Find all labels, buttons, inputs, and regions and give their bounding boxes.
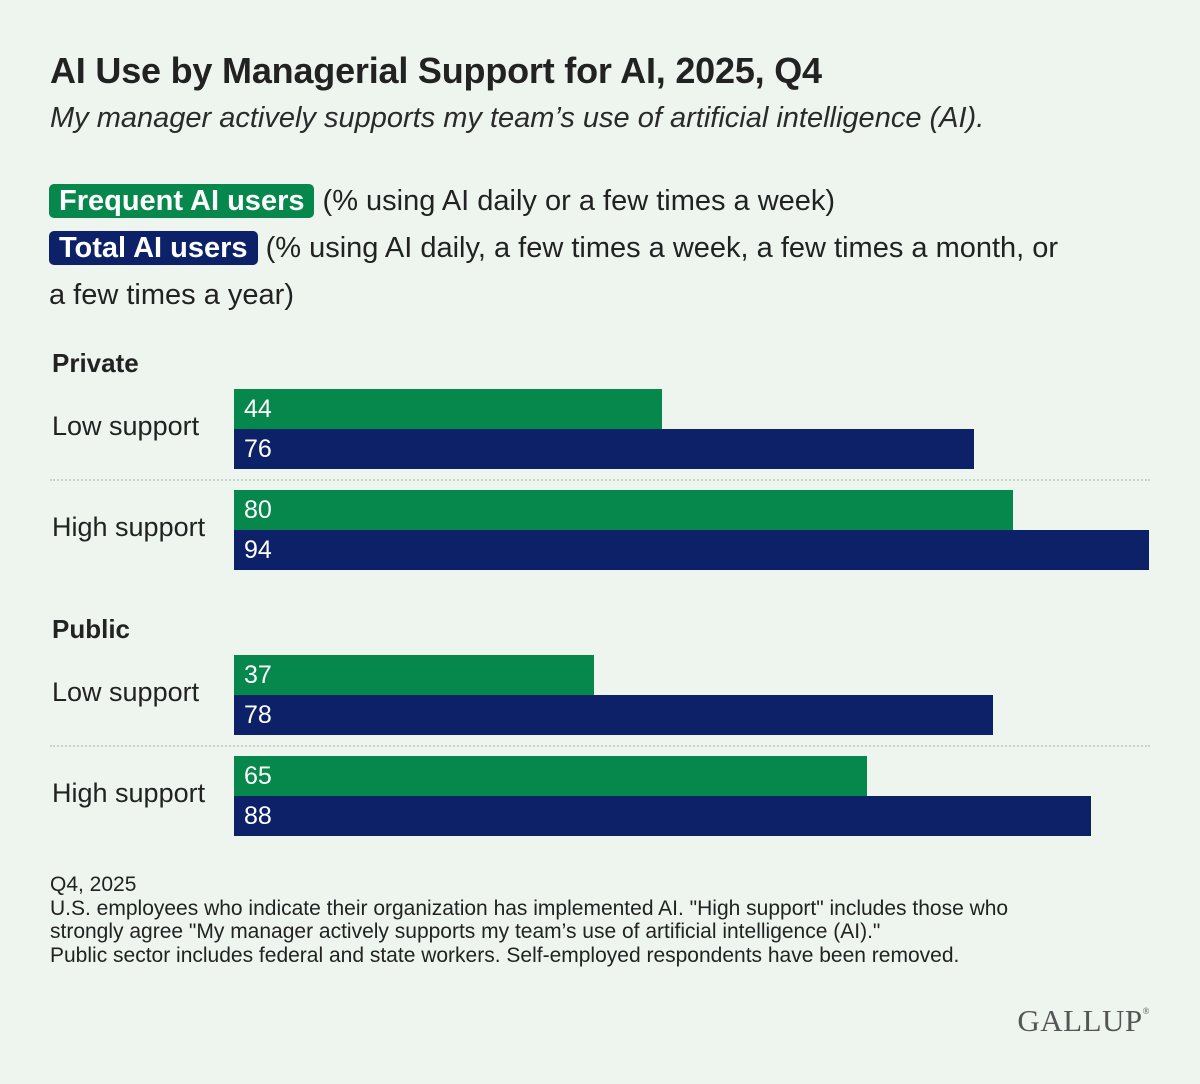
- bar-value-label: 65: [244, 762, 272, 790]
- bar-total: 88: [234, 796, 1091, 836]
- gallup-logo: GALLUP®: [1017, 1003, 1150, 1038]
- footnote-date: Q4, 2025: [50, 873, 137, 896]
- bar-total: 78: [234, 695, 994, 735]
- bar-value-label: 37: [244, 661, 272, 689]
- group-label-public: Public: [52, 614, 131, 644]
- footnote: Q4, 2025 U.S. employees who indicate the…: [50, 873, 1160, 967]
- legend-total-pill: Total AI users: [49, 231, 258, 265]
- row-divider: [50, 745, 1150, 747]
- legend-frequent-desc: (% using AI daily or a few times a week): [322, 185, 836, 217]
- row-label: Low support: [52, 677, 200, 707]
- legend-frequent: Frequent AI users (% using AI daily or a…: [49, 184, 835, 218]
- bar-value-label: 76: [244, 435, 272, 463]
- bar-frequent: 65: [234, 756, 867, 796]
- bar-total: 94: [234, 530, 1149, 570]
- bar-value-label: 44: [244, 395, 272, 423]
- footnote-text: Public sector includes federal and state…: [50, 943, 960, 967]
- footnote-text: U.S. employees who indicate their organi…: [50, 896, 1009, 920]
- footnote-text: strongly agree "My manager actively supp…: [50, 920, 881, 943]
- row-label: High support: [52, 512, 206, 542]
- chart-title: AI Use by Managerial Support for AI, 202…: [50, 50, 822, 91]
- legend-total-desc-cont: a few times a year): [49, 279, 294, 311]
- chart-subtitle: My manager actively supports my team’s u…: [50, 102, 985, 134]
- bar-frequent: 37: [234, 655, 595, 695]
- group-label-private: Private: [52, 348, 139, 378]
- bar-value-label: 80: [244, 496, 272, 524]
- row-label: Low support: [52, 411, 200, 441]
- row-divider: [50, 479, 1150, 481]
- legend-frequent-pill: Frequent AI users: [49, 184, 315, 218]
- legend-total-desc: (% using AI daily, a few times a week, a…: [265, 232, 1059, 264]
- bar-value-label: 88: [244, 802, 272, 830]
- bar-value-label: 94: [244, 536, 272, 564]
- legend-total: Total AI users (% using AI daily, a few …: [49, 231, 1058, 265]
- row-label: High support: [52, 778, 206, 808]
- bar-frequent: 44: [234, 389, 663, 429]
- bar-value-label: 78: [244, 701, 272, 729]
- bar-frequent: 80: [234, 490, 1013, 530]
- bar-total: 76: [234, 429, 974, 469]
